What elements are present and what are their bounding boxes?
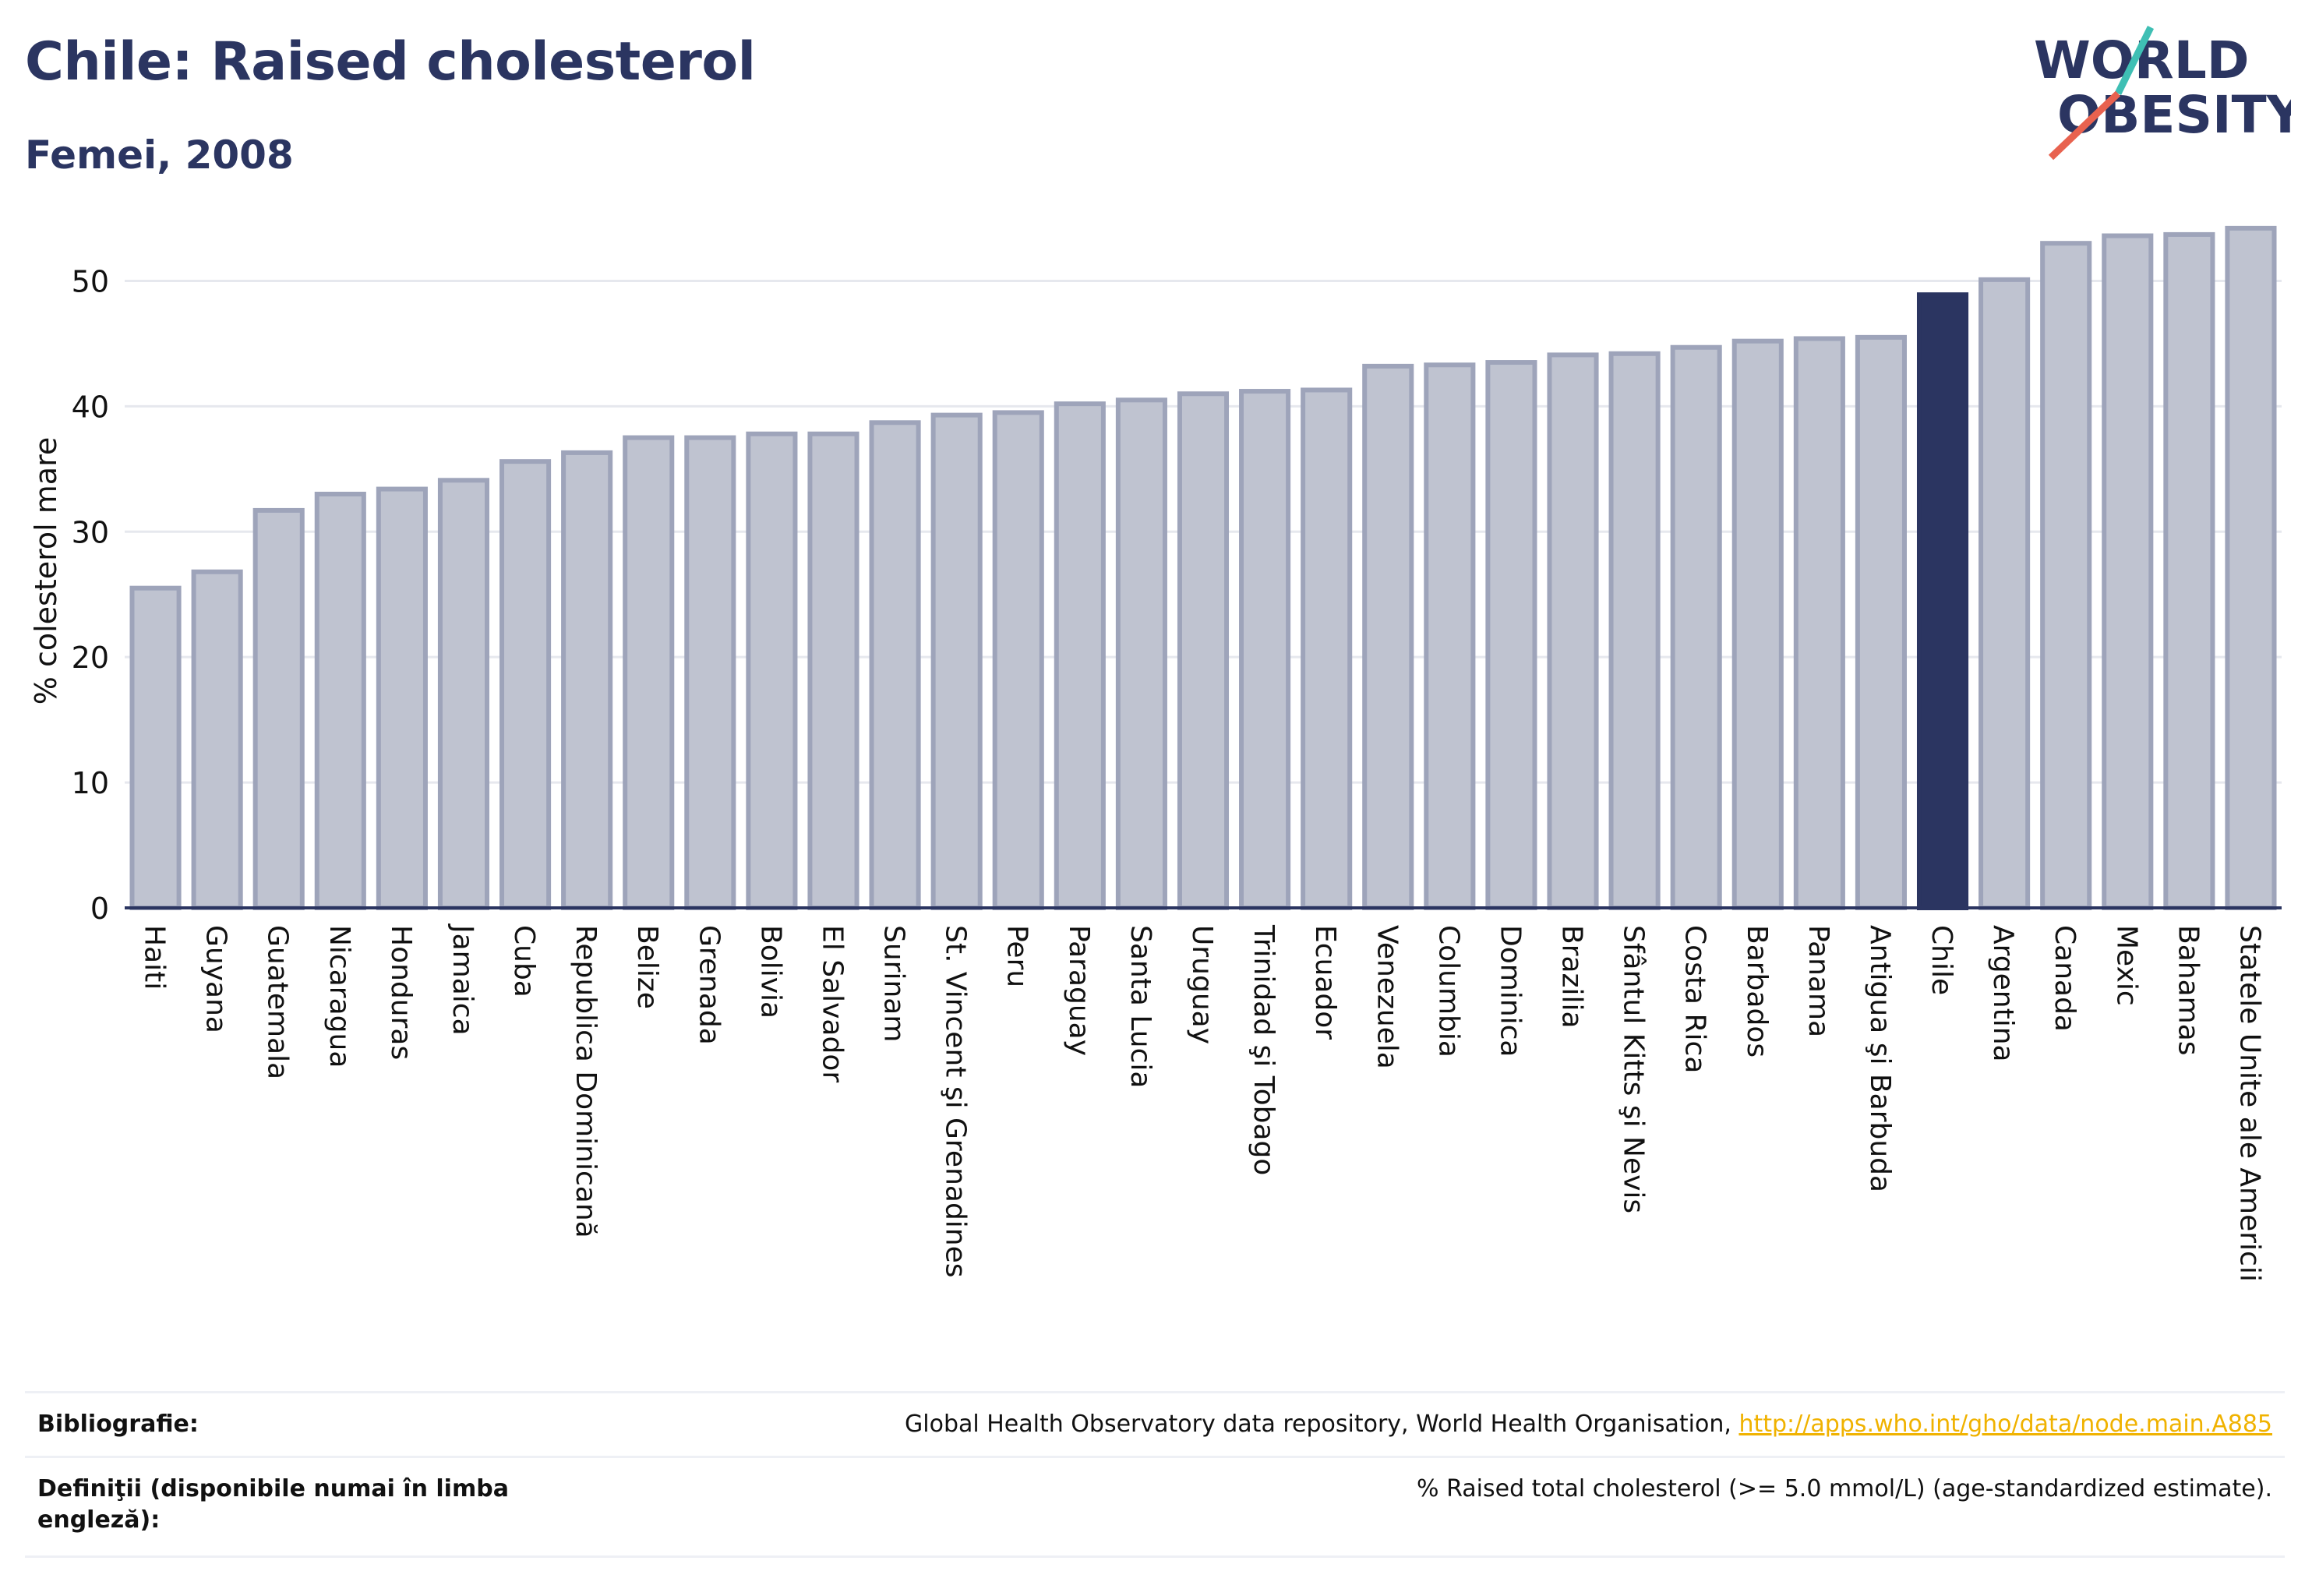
bar-argentina[interactable] xyxy=(1978,277,2031,910)
x-tick-label: Paraguay xyxy=(1063,925,1095,1056)
x-tick-label: Antigua şi Barbuda xyxy=(1864,925,1896,1192)
x-tick-label: El Salvador xyxy=(816,925,848,1082)
x-tick-label: Nicaragua xyxy=(323,925,355,1068)
x-tick-label: Columbia xyxy=(1432,925,1464,1058)
x-tick-label: Mexic xyxy=(2110,925,2142,1006)
x-tick-label: Statele Unite ale Americii xyxy=(2233,925,2265,1282)
x-tick-label: Bolivia xyxy=(754,925,786,1019)
bar-antigua-i-barbuda[interactable] xyxy=(1855,334,1907,910)
bar-venezuela[interactable] xyxy=(1362,363,1414,910)
x-tick-label: Republica Dominicană xyxy=(570,925,602,1238)
x-tick-label: Venezuela xyxy=(1371,925,1403,1069)
bar-peru[interactable] xyxy=(992,410,1044,910)
bibliography-row: Bibliografie: Global Health Observatory … xyxy=(25,1391,2285,1456)
bar-barbados[interactable] xyxy=(1731,338,1784,910)
y-tick-label: 50 xyxy=(72,264,109,298)
x-tick-label: St. Vincent şi Grenadines xyxy=(940,925,972,1278)
y-tick-label: 30 xyxy=(72,515,109,549)
bar-statele-unite-ale-americii[interactable] xyxy=(2225,225,2277,910)
x-tick-label: Belize xyxy=(631,925,663,1009)
x-tick-label: Uruguay xyxy=(1186,925,1218,1044)
bar-republica-dominican-[interactable] xyxy=(561,450,613,910)
bar-sf-ntul-kitts-i-nevis[interactable] xyxy=(1608,351,1661,911)
x-tick-label: Guyana xyxy=(200,925,232,1033)
bar-panama[interactable] xyxy=(1793,336,1845,910)
bar-columbia[interactable] xyxy=(1424,362,1476,911)
bar-ecuador[interactable] xyxy=(1301,387,1353,911)
x-tick-label: Chile xyxy=(1926,925,1957,995)
x-tick-label: Brazilia xyxy=(1556,925,1588,1029)
x-tick-label: Sfântul Kitts şi Nevis xyxy=(1618,925,1650,1213)
bar-nicaragua[interactable] xyxy=(314,492,366,910)
bar-guatemala[interactable] xyxy=(252,507,305,910)
x-tick-label: Grenada xyxy=(693,925,725,1045)
bar-costa-rica[interactable] xyxy=(1670,344,1722,910)
bar-brazilia[interactable] xyxy=(1547,352,1599,910)
bar-chile[interactable] xyxy=(1916,292,1969,910)
bibliography-link[interactable]: http://apps.who.int/gho/data/node.main.A… xyxy=(1738,1411,2272,1438)
bar-uruguay[interactable] xyxy=(1177,391,1230,911)
bar-surinam[interactable] xyxy=(869,420,921,910)
logo-slash-red xyxy=(2048,90,2121,161)
bar-trinidad-i-tobago[interactable] xyxy=(1239,389,1291,910)
bibliography-text: Global Health Observatory data repositor… xyxy=(905,1411,1739,1438)
bar-canada[interactable] xyxy=(2040,241,2092,910)
bar-belize[interactable] xyxy=(623,435,675,910)
y-axis-label: % colesterol mare xyxy=(29,437,63,704)
x-tick-label: Argentina xyxy=(1987,925,2019,1062)
bibliography-value: Global Health Observatory data repositor… xyxy=(905,1409,2272,1440)
x-tick-label: Haiti xyxy=(139,925,171,990)
x-tick-label: Honduras xyxy=(385,925,417,1060)
bar-santa-lucia[interactable] xyxy=(1115,397,1167,910)
x-tick-label: Santa Lucia xyxy=(1124,925,1156,1088)
bar-paraguay[interactable] xyxy=(1054,401,1106,910)
bar-el-salvador[interactable] xyxy=(807,431,860,910)
x-tick-label: Jamaica xyxy=(447,923,478,1036)
axes: 0 10 20 30 40 50 xyxy=(72,264,2282,926)
x-tick-label: Dominica xyxy=(1494,925,1526,1058)
definitions-label: Definiţii (disponibile numai în limba en… xyxy=(37,1474,509,1536)
footer-bottom-border xyxy=(25,1555,2285,1559)
x-tick-label: Trinidad şi Tobago xyxy=(1248,924,1280,1175)
y-tick-label: 10 xyxy=(72,766,109,800)
bar-jamaica[interactable] xyxy=(437,478,490,910)
chart-subtitle: Femei, 2008 xyxy=(25,132,294,178)
bar-haiti[interactable] xyxy=(129,585,182,910)
bar-grenada[interactable] xyxy=(684,435,736,910)
bar-st-vincent-i-grenadines[interactable] xyxy=(930,412,983,910)
y-tick-label: 40 xyxy=(72,390,109,424)
x-tick-label: Bahamas xyxy=(2172,925,2204,1056)
x-tick-label: Guatemala xyxy=(262,925,294,1079)
bar-chart: 0 10 20 30 40 50 Haiti Guyana Guatemala Nicaragu… xyxy=(29,225,2282,1282)
chart-title: Chile: Raised cholesterol xyxy=(25,31,756,93)
definitions-label-line-1: Definiţii (disponibile numai în limba xyxy=(37,1475,509,1502)
x-tick-label: Panama xyxy=(1802,925,1834,1037)
bar-bahamas[interactable] xyxy=(2163,231,2215,911)
x-tick-label: Barbados xyxy=(1741,925,1773,1058)
world-obesity-logo: WORLD OBESITY xyxy=(2034,26,2291,161)
bar-dominica[interactable] xyxy=(1485,360,1537,910)
bar-honduras[interactable] xyxy=(376,486,428,910)
x-tick-label: Cuba xyxy=(508,925,540,998)
x-tick-label: Peru xyxy=(1001,925,1033,987)
definitions-value: % Raised total cholesterol (>= 5.0 mmol/… xyxy=(1417,1475,2272,1502)
definitions-label-line-2: engleză): xyxy=(37,1506,161,1534)
bar-guyana[interactable] xyxy=(191,569,243,910)
category-labels: Haiti Guyana Guatemala Nicaragua Honduras Jam… xyxy=(139,923,2266,1282)
bars xyxy=(129,225,2277,911)
bar-bolivia[interactable] xyxy=(746,431,798,910)
y-tick-label: 20 xyxy=(72,641,109,675)
definitions-row: Definiţii (disponibile numai în limba en… xyxy=(25,1456,2285,1555)
x-tick-label: Costa Rica xyxy=(1679,925,1711,1073)
bibliography-label: Bibliografie: xyxy=(37,1411,199,1438)
y-tick-label: 0 xyxy=(90,892,109,926)
x-tick-label: Surinam xyxy=(878,925,910,1042)
bar-mexic[interactable] xyxy=(2102,233,2154,910)
x-tick-label: Canada xyxy=(2049,925,2081,1032)
x-tick-label: Ecuador xyxy=(1309,925,1341,1040)
bar-cuba[interactable] xyxy=(499,459,552,910)
logo-slash-teal xyxy=(2114,26,2155,95)
